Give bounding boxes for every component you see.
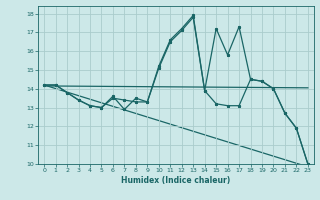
X-axis label: Humidex (Indice chaleur): Humidex (Indice chaleur)	[121, 176, 231, 185]
